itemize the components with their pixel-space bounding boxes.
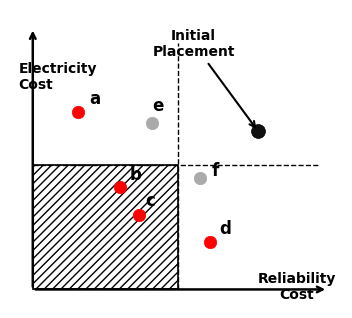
Text: Initial
Placement: Initial Placement [152, 29, 255, 127]
Point [75, 109, 81, 114]
Point [117, 184, 122, 189]
Text: b: b [129, 166, 141, 184]
Text: f: f [212, 162, 219, 180]
Text: d: d [219, 220, 231, 238]
Text: Electricity
Cost: Electricity Cost [18, 62, 97, 92]
Text: a: a [89, 90, 100, 108]
Point [197, 176, 203, 181]
Point [136, 212, 142, 217]
Point [255, 129, 261, 134]
Text: c: c [145, 192, 155, 210]
Bar [33, 164, 178, 289]
Point [207, 240, 213, 245]
Text: e: e [152, 97, 163, 114]
Point [149, 121, 155, 126]
Text: Reliability
Cost: Reliability Cost [258, 272, 336, 302]
